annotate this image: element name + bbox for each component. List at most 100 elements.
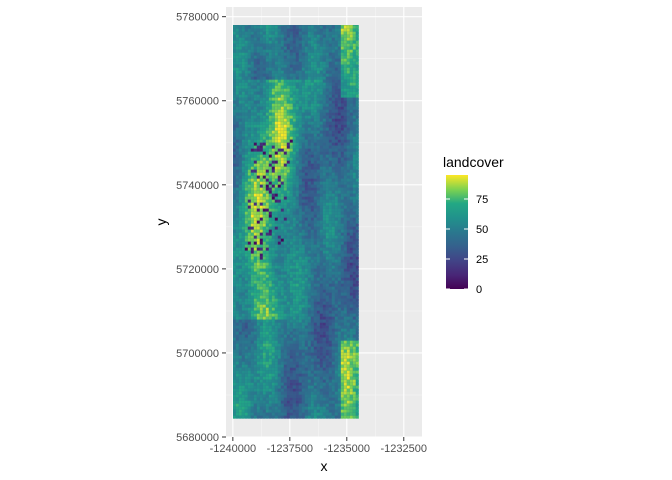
raster-cell — [265, 166, 269, 170]
raster-cell — [301, 208, 305, 212]
raster-cell — [271, 211, 275, 215]
raster-cell — [277, 295, 281, 299]
raster-cell — [277, 154, 281, 158]
raster-cell — [304, 103, 308, 107]
raster-cell — [238, 238, 242, 242]
raster-cell — [310, 82, 314, 86]
raster-cell — [322, 31, 326, 35]
raster-cell — [340, 268, 344, 272]
raster-cell — [340, 61, 344, 65]
raster-cell — [328, 217, 332, 221]
raster-cell — [274, 298, 278, 302]
raster-cell — [283, 139, 287, 143]
raster-cell — [334, 298, 338, 302]
raster-cell — [313, 124, 317, 128]
raster-cell — [274, 208, 278, 212]
raster-cell — [274, 169, 278, 173]
raster-cell — [331, 184, 335, 188]
raster-cell — [337, 220, 341, 224]
raster-cell — [298, 76, 302, 80]
raster-cell — [313, 73, 317, 77]
raster-cell — [238, 226, 242, 230]
raster-cell — [307, 229, 311, 233]
raster-cell — [253, 265, 257, 269]
raster-cell — [268, 157, 272, 161]
raster-cell — [349, 79, 353, 83]
raster-cell — [355, 346, 359, 350]
raster-cell — [334, 244, 338, 248]
raster-cell — [322, 292, 326, 296]
raster-cell — [253, 346, 257, 350]
raster-cell — [268, 193, 272, 197]
raster-cell — [271, 370, 275, 374]
raster-cell — [259, 43, 263, 47]
raster-cell — [286, 241, 290, 245]
raster-cell — [238, 115, 242, 119]
raster-cell — [235, 85, 239, 89]
raster-cell — [268, 355, 272, 359]
raster-cell — [316, 97, 320, 101]
raster-cell — [280, 346, 284, 350]
raster-cell — [250, 322, 254, 326]
raster-cell — [355, 361, 359, 365]
raster-cell — [256, 79, 260, 83]
raster-cell — [241, 196, 245, 200]
raster-cell — [238, 343, 242, 347]
raster-cell — [241, 121, 245, 125]
raster-cell — [292, 79, 296, 83]
raster-cell — [277, 196, 281, 200]
raster-cell — [322, 298, 326, 302]
raster-cell — [271, 97, 275, 101]
raster-cell — [304, 34, 308, 38]
raster-cell — [238, 262, 242, 266]
raster-cell — [265, 226, 269, 230]
raster-cell — [334, 70, 338, 74]
raster-cell — [274, 58, 278, 62]
raster-cell — [298, 58, 302, 62]
raster-cell — [274, 157, 278, 161]
raster-cell — [304, 367, 308, 371]
raster-cell — [319, 127, 323, 131]
raster-cell — [352, 70, 356, 74]
raster-cell — [334, 304, 338, 308]
raster-cell — [259, 283, 263, 287]
raster-cell — [352, 55, 356, 59]
raster-cell — [349, 325, 353, 329]
raster-cell — [241, 103, 245, 107]
raster-cell — [355, 274, 359, 278]
raster-cell — [334, 205, 338, 209]
raster-cell — [319, 160, 323, 164]
raster-cell — [256, 256, 260, 260]
raster-cell — [349, 346, 353, 350]
raster-cell — [289, 346, 293, 350]
raster-cell — [322, 199, 326, 203]
raster-cell — [298, 169, 302, 173]
raster-cell — [233, 352, 236, 356]
raster-cell — [268, 127, 272, 131]
raster-cell — [241, 109, 245, 113]
raster-cell — [238, 286, 242, 290]
raster-cell — [244, 238, 248, 242]
raster-cell — [337, 142, 341, 146]
raster-cell — [244, 205, 248, 209]
raster-cell — [349, 322, 353, 326]
raster-cell — [355, 331, 359, 335]
raster-cell — [286, 319, 290, 323]
raster-cell — [250, 268, 254, 272]
raster-cell — [307, 310, 311, 314]
raster-cell — [316, 295, 320, 299]
raster-cell — [292, 103, 296, 107]
raster-cell — [280, 154, 284, 158]
raster-cell — [265, 364, 269, 368]
raster-cell — [319, 151, 323, 155]
raster-cell — [355, 304, 359, 308]
raster-cell — [259, 148, 263, 152]
raster-cell — [304, 163, 308, 167]
raster-cell — [286, 262, 290, 266]
raster-cell — [256, 199, 260, 203]
raster-cell — [238, 337, 242, 341]
raster-cell — [235, 175, 239, 179]
raster-cell — [265, 67, 269, 71]
raster-cell — [241, 241, 245, 245]
raster-cell — [277, 328, 281, 332]
